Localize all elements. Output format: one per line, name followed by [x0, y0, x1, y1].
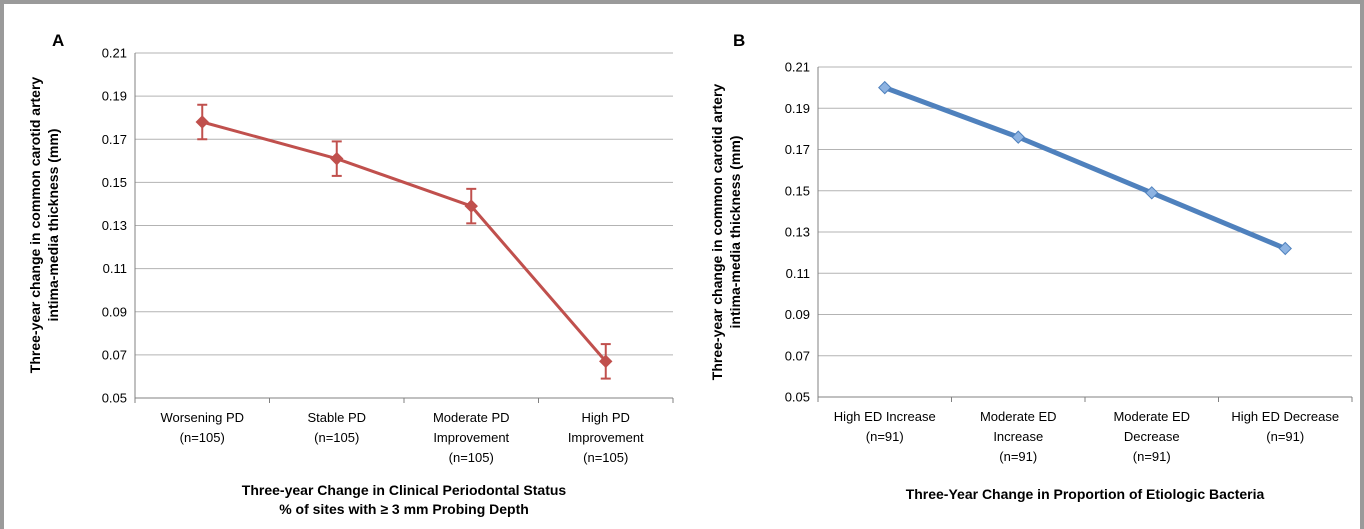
x-category-label: Moderate PD Improvement (n=105) — [433, 410, 510, 465]
y-axis-title-line: Three-year change in common carotid arte… — [709, 84, 725, 381]
y-tick-label: 0.21 — [785, 60, 810, 75]
y-tick-label: 0.09 — [785, 307, 810, 322]
x-category-label-line: (n=105) — [449, 450, 494, 465]
x-category-label: High ED Decrease (n=91) — [1231, 409, 1339, 444]
x-category-label-line: Moderate ED — [980, 409, 1057, 424]
chart-panel-b: B 0.05 0.07 0.09 0.11 0.13 0.15 0.17 0.19 0.21 Hig… — [709, 31, 1353, 502]
x-category-label-line: (n=105) — [180, 430, 225, 445]
x-category-label-line: (n=91) — [1266, 429, 1304, 444]
data-point-marker — [330, 151, 344, 166]
x-category-label-line: Improvement — [568, 430, 644, 445]
data-point-marker — [1145, 186, 1159, 200]
x-axis-title-line: Three-year Change in Clinical Periodonta… — [242, 482, 567, 498]
y-tick-label: 0.07 — [785, 348, 810, 363]
y-axis-title-line: Three-year change in common carotid arte… — [27, 77, 43, 374]
x-category-label-line: Worsening PD — [160, 410, 244, 425]
y-tick-label: 0.05 — [102, 391, 127, 406]
series-line — [201, 120, 607, 363]
data-point-marker — [599, 354, 613, 369]
x-category-label-line: High ED Increase — [834, 409, 936, 424]
y-tick-label: 0.07 — [102, 347, 127, 362]
x-category-label-line: (n=91) — [866, 429, 904, 444]
y-tick-label: 0.19 — [785, 101, 810, 116]
x-axis-title-line: % of sites with ≥ 3 mm Probing Depth — [279, 501, 529, 517]
chart-panel-a: A 0.05 0.07 0.09 0.11 0.13 0.15 0.17 0.19 0.21 Wor… — [27, 31, 674, 517]
x-category-label-line: High ED Decrease — [1231, 409, 1339, 424]
data-point-marker — [464, 199, 478, 213]
y-tick-label: 0.15 — [102, 175, 127, 190]
y-tick-label: 0.17 — [785, 142, 810, 157]
x-category-label-line: Improvement — [433, 430, 509, 445]
y-tick-label: 0.11 — [786, 266, 810, 281]
x-category-label-line: (n=91) — [1133, 449, 1171, 464]
x-category-label: Moderate ED Increase (n=91) — [980, 409, 1057, 464]
y-tick-label: 0.17 — [102, 132, 127, 147]
x-category-label: High PD Improvement (n=105) — [568, 410, 644, 465]
y-axis-title: Three-year change in common carotid arte… — [709, 84, 743, 381]
y-tick-label: 0.21 — [102, 46, 127, 61]
x-category-label-line: (n=105) — [314, 430, 359, 445]
series-line — [883, 85, 1287, 251]
x-axis-title: Three-year Change in Clinical Periodonta… — [242, 482, 567, 517]
x-category-label: Moderate ED Decrease (n=91) — [1113, 409, 1190, 464]
panel-letter: B — [733, 31, 745, 50]
data-point-marker — [1011, 130, 1025, 144]
x-axis-title: Three-Year Change in Proportion of Etiol… — [906, 486, 1265, 502]
x-category-label-line: Moderate PD — [433, 410, 510, 425]
y-axis-title-line: intima-media thickness (mm) — [45, 129, 61, 322]
x-category-label-line: (n=91) — [999, 449, 1037, 464]
x-category-label-line: Moderate ED — [1113, 409, 1190, 424]
x-category-label-line: Increase — [993, 429, 1043, 444]
data-point-marker — [1278, 241, 1292, 256]
y-tick-label: 0.09 — [102, 304, 127, 319]
x-category-label-line: (n=105) — [583, 450, 628, 465]
y-tick-label: 0.13 — [102, 218, 127, 233]
data-point-marker — [195, 115, 209, 129]
x-category-label: Stable PD (n=105) — [307, 410, 366, 445]
panel-letter: A — [52, 31, 64, 50]
x-category-label-line: Decrease — [1124, 429, 1180, 444]
x-category-label-line: Stable PD — [307, 410, 366, 425]
y-tick-label: 0.05 — [785, 390, 810, 405]
y-tick-label: 0.15 — [785, 183, 810, 198]
y-axis-title-line: intima-media thickness (mm) — [727, 136, 743, 329]
y-tick-label: 0.19 — [102, 89, 127, 104]
y-axis-title: Three-year change in common carotid arte… — [27, 77, 61, 374]
y-tick-label: 0.11 — [103, 261, 127, 276]
x-category-label-line: High PD — [582, 410, 630, 425]
x-axis-title-line: Three-Year Change in Proportion of Etiol… — [906, 486, 1265, 502]
data-point-marker — [878, 80, 892, 95]
x-category-label: Worsening PD (n=105) — [160, 410, 244, 445]
y-tick-label: 0.13 — [785, 225, 810, 240]
x-category-label: High ED Increase (n=91) — [834, 409, 936, 444]
